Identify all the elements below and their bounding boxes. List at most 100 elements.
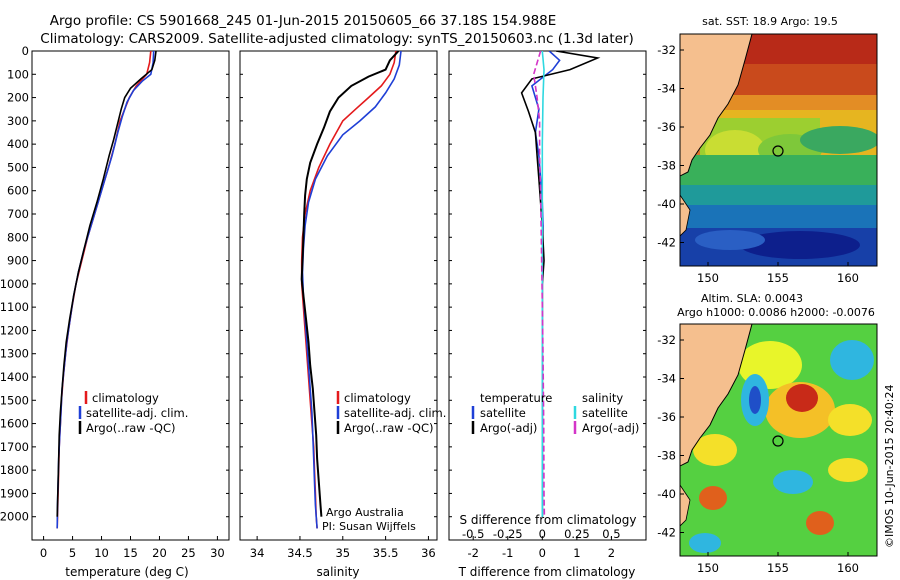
- temperature-plot-frame: [31, 50, 230, 541]
- lat-tick-label: -32: [657, 333, 676, 347]
- difference-legend: temperature salinity satellite Argo(-adj…: [471, 391, 639, 435]
- x-tick-label: 0: [40, 546, 47, 560]
- lon-tick-label: 155: [767, 271, 789, 285]
- legend-argo-s: Argo(..raw -QC): [344, 421, 434, 435]
- lon-tick-label: 150: [697, 561, 719, 575]
- depth-tick-label: 1500: [0, 393, 29, 407]
- sst-map-title: sat. SST: 18.9 Argo: 19.5: [702, 15, 838, 28]
- depth-tick-label: 800: [7, 230, 29, 244]
- s-tick-label: 0: [539, 527, 546, 541]
- difference-series: [520, 51, 601, 517]
- legend-t-argo: Argo(-adj): [480, 421, 537, 435]
- depth-tick-label: 1100: [0, 300, 29, 314]
- depth-axis: 0 100 200 300 400 500 600 700 800 900 1000 1100 1200…: [0, 44, 36, 524]
- annotation-argo-australia: Argo Australia: [326, 506, 404, 519]
- depth-tick-label: 100: [7, 67, 29, 81]
- x-tick-label: 5: [69, 546, 76, 560]
- salinity-x-label: salinity: [316, 565, 359, 579]
- x-tick-label: 35: [335, 546, 350, 560]
- sla-map-title-1: Altim. SLA: 0.0043: [701, 292, 803, 305]
- depth-tick-label: 1400: [0, 370, 29, 384]
- t-difference-x-label: T difference from climatology: [458, 565, 636, 579]
- annotation-pi: PI: Susan Wijffels: [322, 520, 416, 533]
- s-difference-x-axis: -0.5 -0.25 0 0.25 0.5: [462, 527, 621, 541]
- series-line-temperature-argo-adj-: [520, 51, 601, 517]
- series-line-salinity-argo-adj-: [532, 51, 546, 517]
- depth-tick-label: 1600: [0, 417, 29, 431]
- depth-tick-label: 300: [7, 114, 29, 128]
- sla-map-title-2: Argo h1000: 0.0086 h2000: -0.0076: [677, 306, 875, 319]
- x-tick-label: 0: [539, 546, 546, 560]
- series-line-climatology: [56, 51, 152, 529]
- x-tick-label: 15: [123, 546, 138, 560]
- salinity-plot-frame: [239, 50, 438, 541]
- depth-tick-label: 500: [7, 160, 29, 174]
- temperature-series: [56, 51, 157, 529]
- s-tick-label: -0.25: [493, 527, 523, 541]
- series-line-argo-raw-qc-: [56, 51, 157, 517]
- depth-tick-label: 1800: [0, 463, 29, 477]
- sst-map-axes: -32 -34 -36 -38 -40 -42 150 155 160: [657, 43, 859, 285]
- temperature-x-axis: 0 5 10 15 20 25 30: [40, 50, 229, 560]
- x-tick-label: -1: [502, 546, 513, 560]
- depth-tick-label: 400: [7, 137, 29, 151]
- series-line-satellite-adj-clim-: [56, 51, 155, 529]
- x-tick-label: 1: [573, 546, 580, 560]
- t-difference-x-axis: -2 -1 0 1 2: [449, 50, 646, 560]
- series-line-salinity-satellite: [541, 51, 545, 517]
- depth-tick-label: 600: [7, 184, 29, 198]
- series-line-climatology: [300, 51, 397, 529]
- x-tick-label: 10: [94, 546, 109, 560]
- lat-tick-label: -40: [657, 197, 676, 211]
- sst-map: [680, 34, 877, 266]
- x-tick-label: 20: [152, 546, 167, 560]
- legend-s-argo: Argo(-adj): [582, 421, 639, 435]
- legend-satellite-adj: satellite-adj. clim.: [86, 406, 188, 420]
- depth-tick-label: 1700: [0, 440, 29, 454]
- lat-tick-label: -34: [657, 372, 676, 386]
- header-line-2: Climatology: CARS2009. Satellite-adjuste…: [40, 31, 633, 47]
- series-line-temperature-satellite: [530, 51, 561, 517]
- lat-tick-label: -38: [657, 449, 676, 463]
- legend-climatology: climatology: [92, 391, 159, 405]
- sla-map: [680, 324, 877, 556]
- header-line-1: Argo profile: CS 5901668_245 01-Jun-2015…: [50, 13, 557, 29]
- legend-temperature-title: temperature: [480, 391, 552, 405]
- s-difference-top-label: S difference from climatology: [460, 513, 637, 527]
- s-tick-label: -0.5: [462, 527, 484, 541]
- lat-tick-label: -40: [657, 487, 676, 501]
- depth-tick-label: 1000: [0, 277, 29, 291]
- x-tick-label: 34.5: [287, 546, 313, 560]
- depth-tick-label: 700: [7, 207, 29, 221]
- x-tick-label: 35.5: [373, 546, 399, 560]
- s-tick-label: 0.5: [602, 527, 620, 541]
- temperature-x-label: temperature (deg C): [65, 565, 188, 579]
- depth-tick-label: 1900: [0, 486, 29, 500]
- lat-tick-label: -42: [657, 236, 676, 250]
- lat-tick-label: -34: [657, 82, 676, 96]
- depth-tick-label: 900: [7, 254, 29, 268]
- legend-s-satellite: satellite: [582, 406, 628, 420]
- depth-tick-label: 2000: [0, 510, 29, 524]
- difference-plot-frame: [448, 50, 647, 541]
- lat-tick-label: -36: [657, 410, 676, 424]
- lat-tick-label: -32: [657, 43, 676, 57]
- sla-map-axes: -32 -34 -36 -38 -40 -42 150 155 160: [657, 333, 859, 575]
- lat-tick-label: -42: [657, 526, 676, 540]
- legend-salinity-title: salinity: [582, 391, 623, 405]
- lon-tick-label: 155: [767, 561, 789, 575]
- x-tick-label: 36: [421, 546, 436, 560]
- sst-argo-marker: [772, 145, 784, 157]
- x-tick-label: 25: [181, 546, 196, 560]
- s-tick-label: 0.25: [564, 527, 590, 541]
- legend-climatology-s: climatology: [344, 391, 411, 405]
- legend-satellite-adj-s: satellite-adj. clim.: [344, 406, 446, 420]
- salinity-x-axis: 34 34.5 35 35.5 36: [240, 50, 437, 560]
- lon-tick-label: 150: [697, 271, 719, 285]
- depth-tick-label: 200: [7, 91, 29, 105]
- lon-tick-label: 160: [837, 271, 859, 285]
- temperature-legend: climatology satellite-adj. clim. Argo(..…: [78, 391, 188, 435]
- lon-tick-label: 160: [837, 561, 859, 575]
- lat-tick-label: -38: [657, 159, 676, 173]
